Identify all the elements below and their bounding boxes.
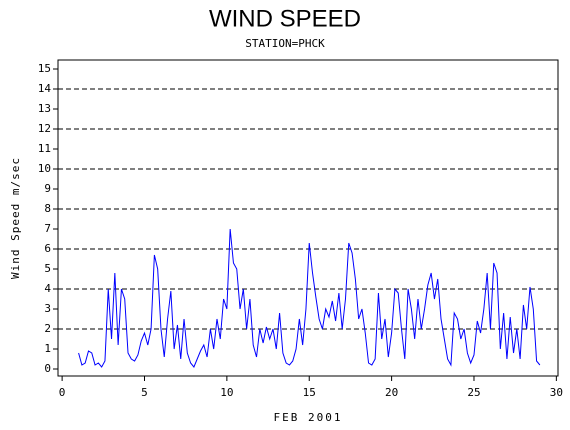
chart-title: WIND SPEED: [209, 5, 361, 32]
y-tick-label: 5: [44, 262, 51, 275]
y-tick-label: 15: [38, 62, 51, 75]
y-tick-label: 0: [44, 362, 51, 375]
chart-subtitle: STATION=PHCK: [245, 37, 325, 50]
y-tick-label: 11: [38, 142, 51, 155]
y-tick-label: 9: [44, 182, 51, 195]
y-tick-label: 3: [44, 302, 51, 315]
y-tick-label: 4: [44, 282, 51, 295]
y-tick-label: 10: [38, 162, 51, 175]
x-tick-label: 25: [467, 386, 480, 399]
y-tick-label: 13: [38, 102, 51, 115]
x-tick-label: 5: [141, 386, 148, 399]
y-tick-label: 12: [38, 122, 51, 135]
y-tick-label: 2: [44, 322, 51, 335]
y-tick-label: 1: [44, 342, 51, 355]
x-tick-label: 20: [385, 386, 398, 399]
x-tick-label: 10: [220, 386, 233, 399]
x-axis-label: FEB 2001: [274, 411, 343, 424]
y-axis-label: Wind Speed m/sec: [9, 157, 22, 279]
data-line: [78, 228, 541, 368]
y-tick-label: 14: [38, 82, 52, 95]
plot-frame: [57, 59, 559, 377]
y-tick-label: 7: [44, 222, 51, 235]
y-tick-label: 6: [44, 242, 51, 255]
x-tick-label: 0: [59, 386, 66, 399]
x-tick-label: 15: [303, 386, 316, 399]
x-tick-label: 30: [550, 386, 563, 399]
y-tick-label: 8: [44, 202, 51, 215]
